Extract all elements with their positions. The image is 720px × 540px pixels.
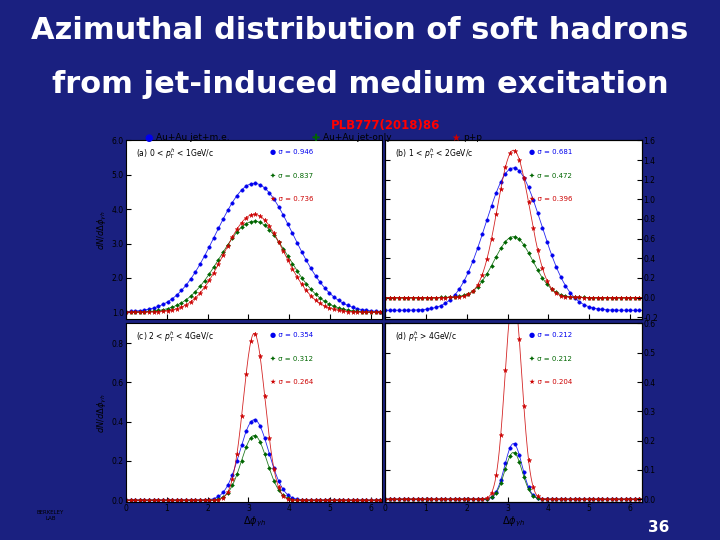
Text: from jet-induced medium excitation: from jet-induced medium excitation [52,70,668,99]
Text: (a) 0 < $p_T^h$ < 1GeV/c: (a) 0 < $p_T^h$ < 1GeV/c [136,146,215,161]
Text: ✦ σ = 0.212: ✦ σ = 0.212 [528,356,572,362]
Text: ★ σ = 0.264: ★ σ = 0.264 [269,379,312,385]
X-axis label: $\Delta\phi_{\gamma h}$: $\Delta\phi_{\gamma h}$ [243,515,266,529]
Text: ★ σ = 0.204: ★ σ = 0.204 [528,379,572,385]
Text: (c) 2 < $p_T^h$ < 4GeV/c: (c) 2 < $p_T^h$ < 4GeV/c [136,329,214,344]
Text: ★ σ = 0.736: ★ σ = 0.736 [269,196,313,202]
Text: (b) 1 < $p_T^h$ < 2GeV/c: (b) 1 < $p_T^h$ < 2GeV/c [395,146,474,161]
Text: BERKELEY
LAB: BERKELEY LAB [37,510,64,521]
Text: Au+Au jet+m.e.: Au+Au jet+m.e. [156,133,230,142]
Text: ✚: ✚ [311,133,319,143]
Text: 36: 36 [648,519,670,535]
Text: ✦ σ = 0.837: ✦ σ = 0.837 [269,173,312,179]
X-axis label: $\Delta\phi_{\gamma h}$: $\Delta\phi_{\gamma h}$ [502,515,525,529]
Text: ● σ = 0.212: ● σ = 0.212 [528,333,572,339]
Text: Au+Au jet-only: Au+Au jet-only [323,133,392,142]
Text: ●: ● [144,133,153,143]
Text: ✦ σ = 0.312: ✦ σ = 0.312 [269,356,312,362]
Y-axis label: $dN/d\Delta\phi_{\gamma h}$: $dN/d\Delta\phi_{\gamma h}$ [96,210,109,249]
Text: ● σ = 0.681: ● σ = 0.681 [528,150,572,156]
Text: ★ σ = 0.396: ★ σ = 0.396 [528,196,572,202]
Text: PLB777(2018)86: PLB777(2018)86 [330,119,440,132]
Y-axis label: $dN/d\Delta\phi_{\gamma h}$: $dN/d\Delta\phi_{\gamma h}$ [96,393,109,433]
Text: ★: ★ [451,133,460,143]
Text: p+p: p+p [463,133,482,142]
Text: ● σ = 0.354: ● σ = 0.354 [269,333,312,339]
Text: (d) $p_T^h$ > 4GeV/c: (d) $p_T^h$ > 4GeV/c [395,329,458,344]
Text: ● σ = 0.946: ● σ = 0.946 [269,150,312,156]
Text: ✦ σ = 0.472: ✦ σ = 0.472 [528,173,572,179]
Text: Azimuthal distribution of soft hadrons: Azimuthal distribution of soft hadrons [31,16,689,45]
